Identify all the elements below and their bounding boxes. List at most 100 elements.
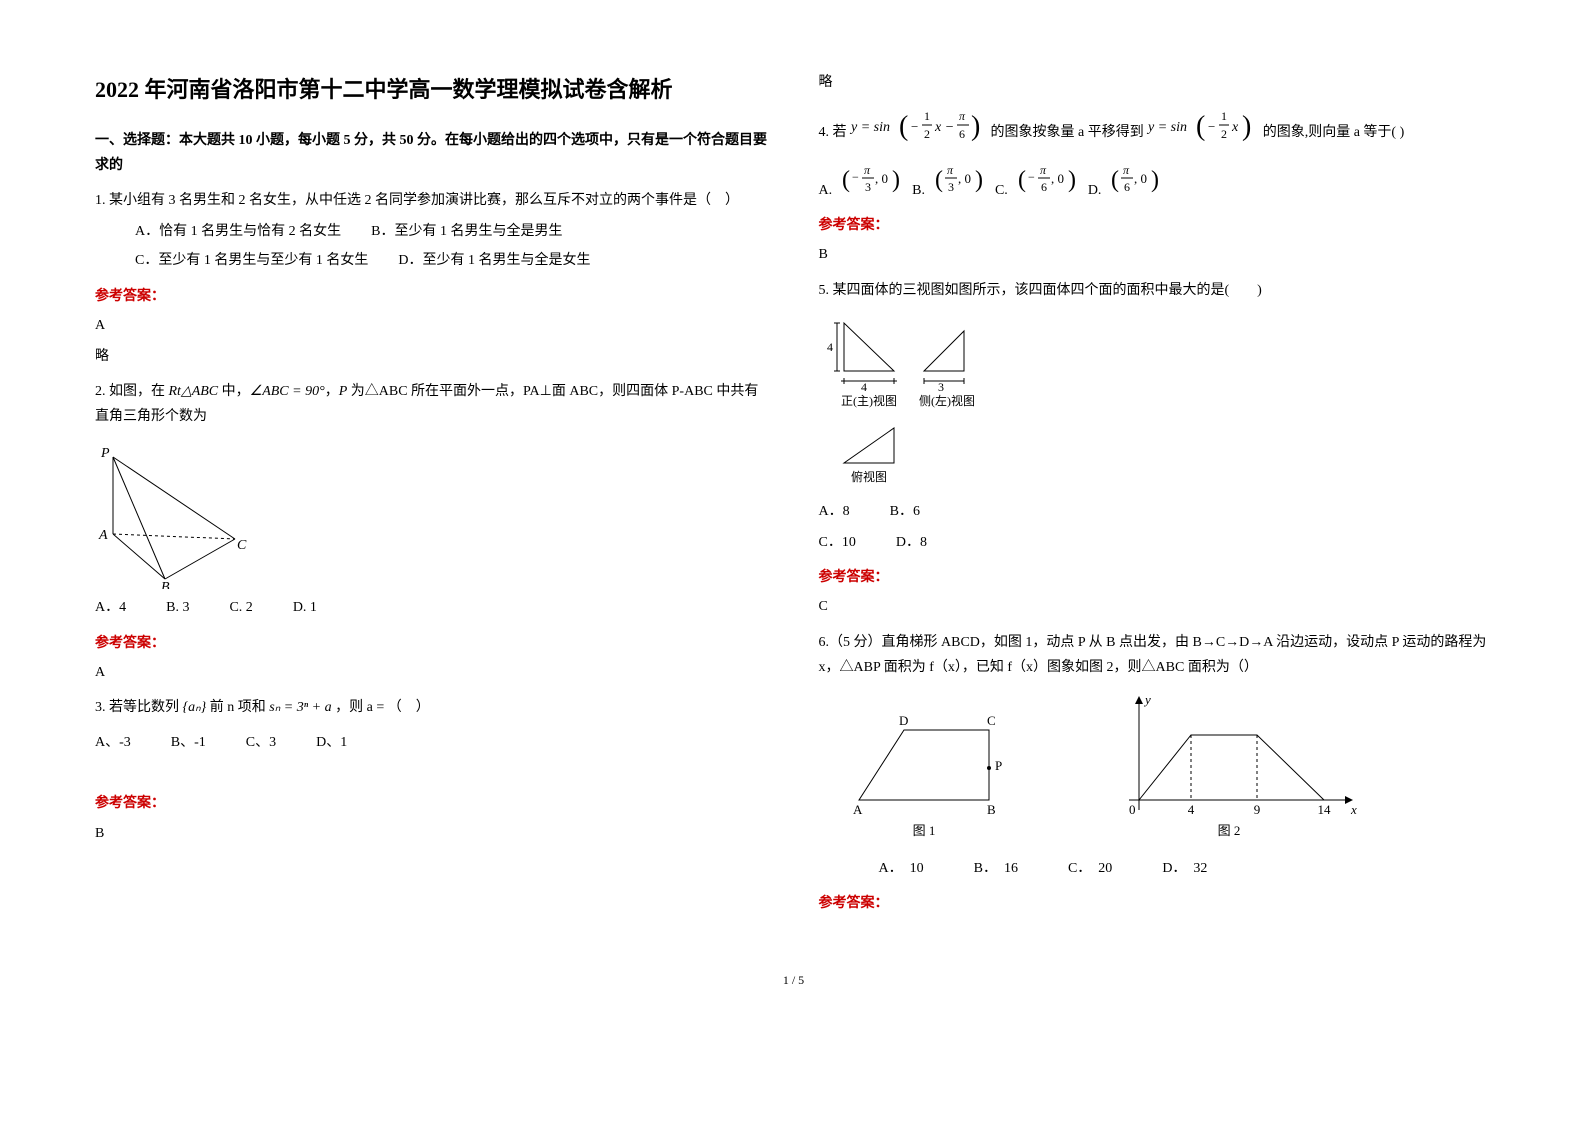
question-1: 1. 某小组有 3 名男生和 2 名女生，从中任选 2 名同学参加演讲比赛，那么… [95,188,769,274]
svg-text:1: 1 [924,109,930,123]
q3-mid: 前 n 项和 [210,700,266,715]
q6-tick-4: 4 [1187,802,1194,817]
q3-summary-right: 略 [819,70,1493,95]
svg-text:1: 1 [1221,109,1227,123]
svg-text:): ) [971,111,980,142]
q6-opt-a: A． 10 [879,856,924,881]
svg-text:−: − [1208,119,1215,134]
q5-opt-d: D．8 [896,530,927,555]
answer-label: 参考答案： [819,213,1493,238]
q1-stem: 1. 某小组有 3 名男生和 2 名女生，从中任选 2 名同学参加演讲比赛，那么… [95,188,769,213]
q6-origin: 0 [1129,802,1136,817]
q3-opt-b: B、-1 [171,730,206,755]
q3-prefix: 3. 若等比数列 [95,700,179,715]
svg-text:B: B [161,580,170,589]
svg-text:6: 6 [959,127,965,141]
q1-opt-c: C．至少有 1 名男生与至少有 1 名女生 [135,248,368,273]
q1-opt-b: B．至少有 1 名男生与全是男生 [371,219,562,244]
q4-mid1: 的图象按象量 a 平移得到 [991,120,1144,145]
q6-label-b: B [987,802,996,817]
page-number: 1 / 5 [95,970,1492,992]
q5-side-label: 侧(左)视图 [919,393,975,408]
q6-label-p: P [995,758,1002,773]
q5-dim-3: 3 [938,380,944,394]
q2-prefix: 2. 如图，在 [95,384,169,399]
q1-opt-a: A．恰有 1 名男生与恰有 2 名女生 [135,219,341,244]
svg-text:3: 3 [865,180,871,194]
q4-prefix: 4. 若 [819,120,847,145]
q2-opt-d: D. 1 [293,595,317,620]
svg-text:): ) [1151,167,1159,193]
q5-dim-4v: 4 [827,340,833,354]
q5-opt-a: A．8 [819,499,850,524]
q4-answer: B [819,242,1493,267]
svg-text:(: ( [935,167,943,193]
q4-opt-d-label: D. [1088,178,1102,203]
q4-opt-c-label: C. [995,178,1008,203]
svg-text:−: − [911,119,918,134]
q3-opt-d: D、1 [316,730,347,755]
svg-text:x: x [1231,120,1239,135]
q6-xlabel: x [1350,802,1357,817]
q5-opt-c: C．10 [819,530,856,555]
q3-answer: B [95,821,769,846]
q2-psym: P [339,384,348,399]
svg-text:x −: x − [934,120,954,135]
q1-summary: 略 [95,344,769,369]
q4-opt-d-val: ( π 6 , 0 ) [1111,161,1161,197]
q6-opt-d: D． 32 [1162,856,1207,881]
q2-mid2: ， [325,384,339,399]
svg-text:−: − [1028,170,1035,184]
answer-label: 参考答案： [95,284,769,309]
q4-opt-b-val: ( π 3 , 0 ) [935,161,985,197]
page-title: 2022 年河南省洛阳市第十二中学高一数学理模拟试卷含解析 [95,70,769,110]
q5-three-views: 4 4 正(主)视图 3 侧(左)视图 俯视图 [819,313,1019,493]
q2-opt-b: B. 3 [166,595,189,620]
svg-text:2: 2 [924,127,930,141]
q4-opt-b-label: B. [912,178,925,203]
question-5: 5. 某四面体的三视图如图所示，该四面体四个面的面积中最大的是( ) [819,278,1493,303]
q6-opt-b: B． 16 [974,856,1018,881]
svg-text:(: ( [842,167,850,193]
q6-fig2-label: 图 2 [1217,823,1240,838]
section-1-header: 一、选择题：本大题共 10 小题，每小题 5 分，共 50 分。在每小题给出的四… [95,128,769,178]
svg-text:, 0: , 0 [1134,171,1147,186]
svg-text:(: ( [1018,167,1026,193]
q6-tick-9: 9 [1253,802,1260,817]
q5-top-label: 俯视图 [850,469,886,484]
q4-options: A. ( − π 3 , 0 ) B. ( π 3 , 0 ) C. ( [819,155,1493,203]
svg-text:2: 2 [1221,127,1227,141]
q2-mid1: 中， [218,384,250,399]
svg-text:3: 3 [948,180,954,194]
question-6: 6.（5 分）直角梯形 ABCD，如图 1，动点 P 从 B 点出发，由 B→C… [819,630,1493,680]
svg-text:6: 6 [1041,180,1047,194]
svg-text:y = sin: y = sin [849,120,890,135]
q6-tick-14: 14 [1317,802,1331,817]
svg-text:π: π [864,163,871,177]
q3-sum: sₙ = 3ⁿ + a [269,700,331,715]
svg-text:(: ( [1196,111,1205,142]
svg-text:π: π [1040,163,1047,177]
q5-options-row1: A．8 B．6 [819,499,1493,524]
svg-text:P: P [100,446,110,461]
answer-label: 参考答案： [95,631,769,656]
q2-angle: ∠ABC = 90° [250,384,325,399]
answer-label: 参考答案： [819,891,1493,916]
q5-opt-b: B．6 [890,499,920,524]
q4-suffix: 的图象,则向量 a 等于( ) [1263,120,1405,145]
q2-options: A．4 B. 3 C. 2 D. 1 [95,595,769,620]
q2-opt-c: C. 2 [229,595,252,620]
svg-text:C: C [237,538,247,553]
q2-answer: A [95,660,769,685]
svg-text:, 0: , 0 [958,171,971,186]
q3-opt-c: C、3 [246,730,276,755]
q6-label-c: C [987,713,996,728]
q6-ylabel: y [1143,692,1151,707]
svg-text:): ) [1242,111,1251,142]
q1-answer: A [95,313,769,338]
svg-text:, 0: , 0 [1051,171,1064,186]
answer-label: 参考答案： [95,791,769,816]
svg-text:(: ( [899,111,908,142]
q4-lhs-formula: y = sin ( − 1 2 x − π 6 ) [849,105,989,145]
svg-text:(: ( [1111,167,1119,193]
